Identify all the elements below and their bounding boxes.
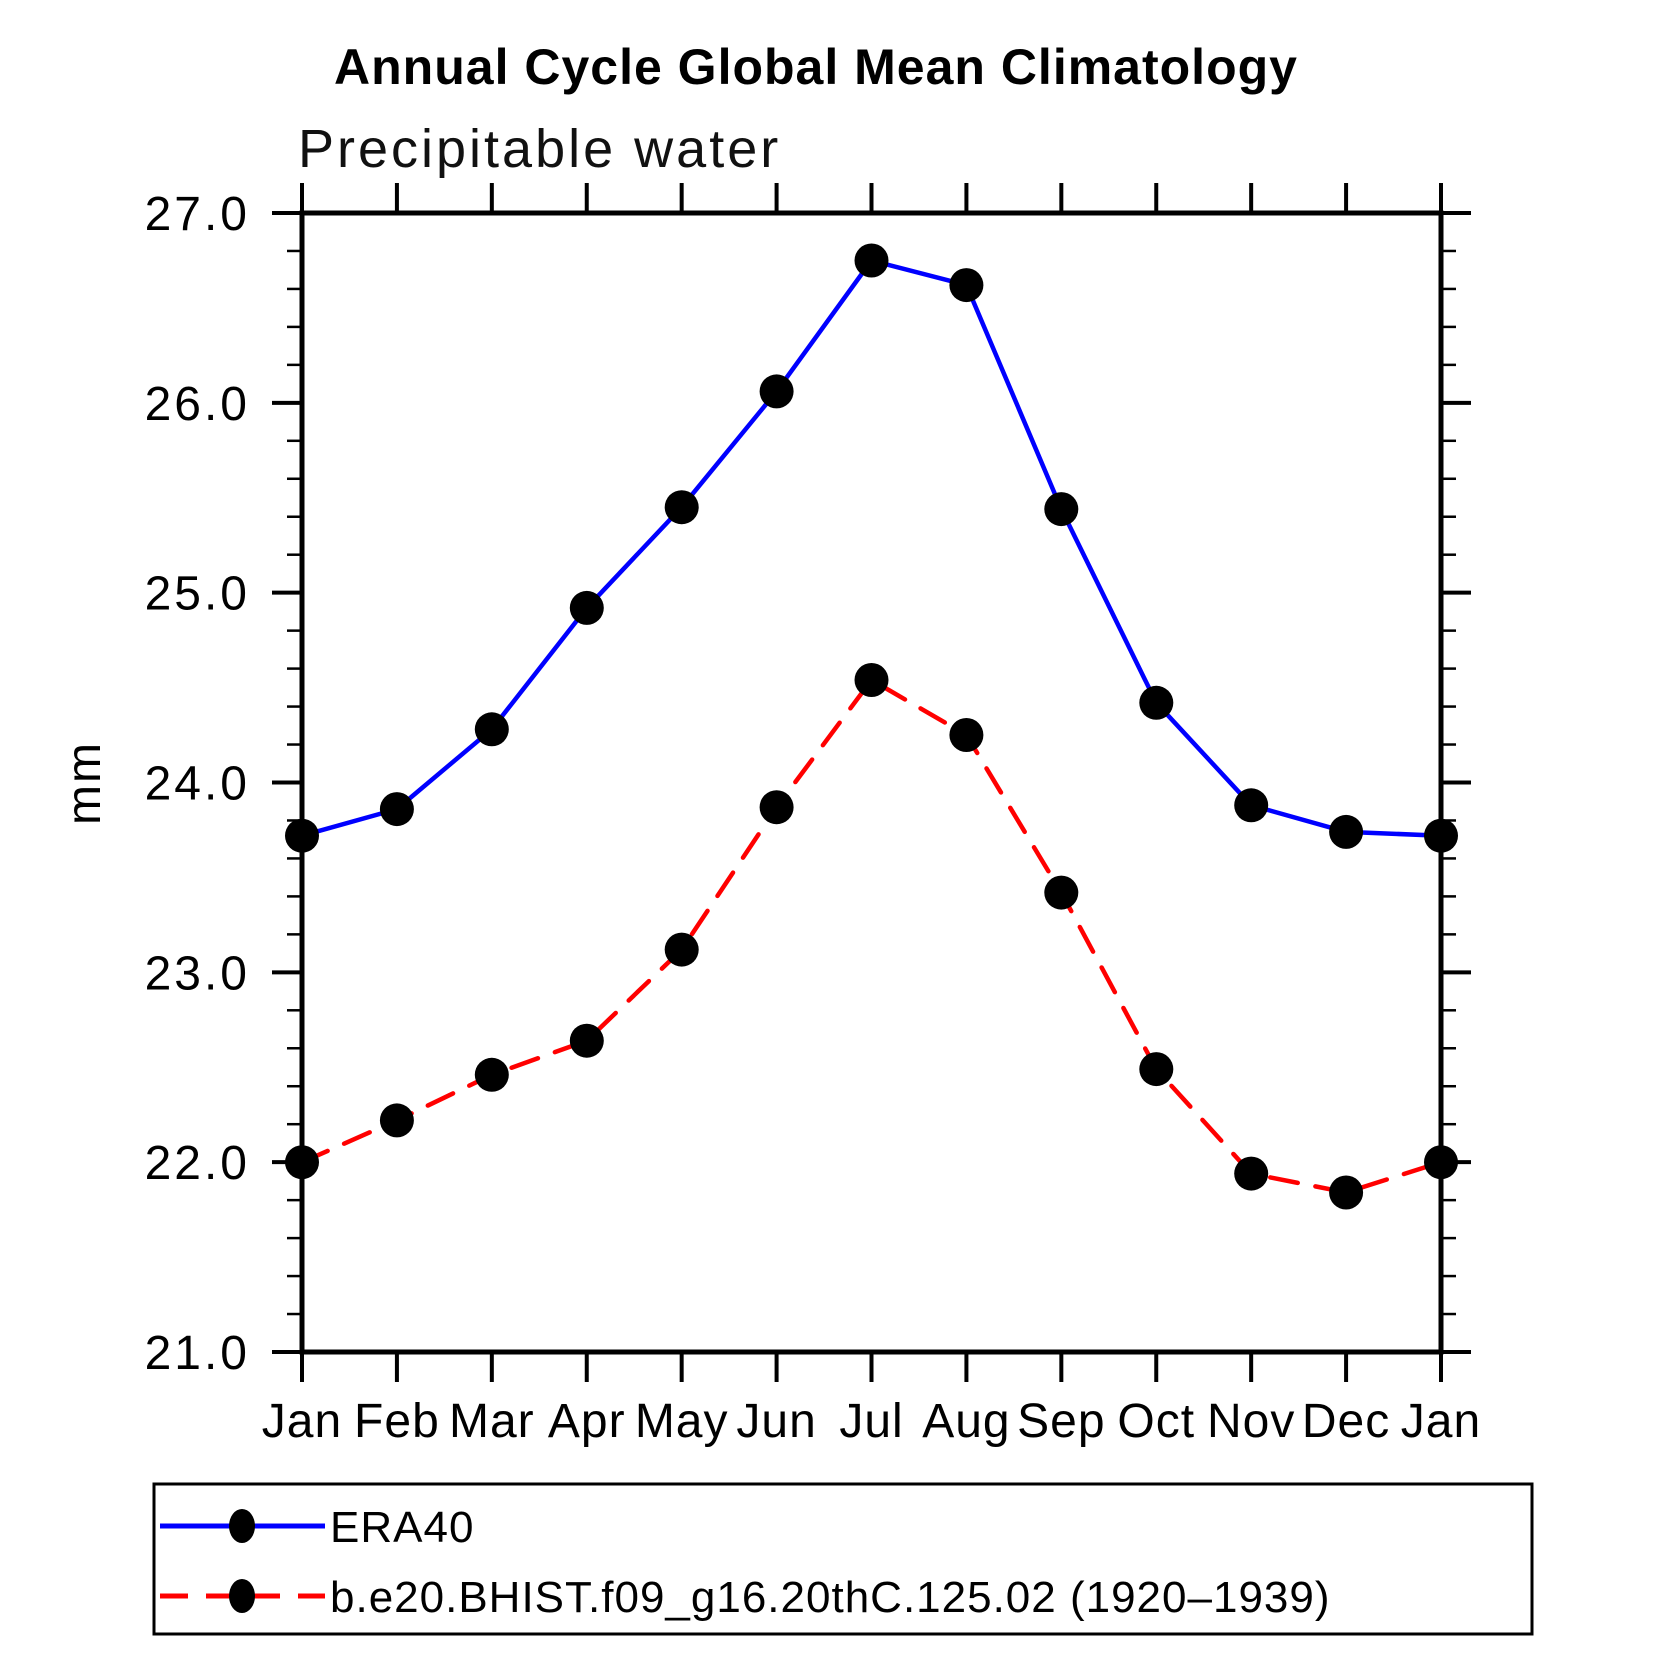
chart-title: Annual Cycle Global Mean Climatology — [334, 39, 1298, 95]
x-tick-label: Jul — [839, 1395, 903, 1448]
x-tick-label: Feb — [354, 1395, 440, 1448]
data-point-model — [759, 790, 794, 825]
legend-entry-era40: ERA40 — [160, 1503, 474, 1552]
data-markers — [285, 243, 1458, 1210]
y-tick-label: 24.0 — [145, 758, 250, 811]
data-point-model — [1139, 1052, 1174, 1087]
legend-marker-icon — [229, 1579, 255, 1613]
x-tick-label: Sep — [1017, 1395, 1105, 1448]
y-tick-label: 21.0 — [145, 1327, 250, 1380]
data-point-era40 — [285, 818, 319, 853]
x-tick-label: Oct — [1117, 1395, 1195, 1448]
x-tick-label: Nov — [1207, 1395, 1295, 1448]
data-point-model — [379, 1103, 414, 1138]
data-point-era40 — [379, 792, 414, 827]
data-point-era40 — [759, 374, 794, 409]
x-tick-label: Jan — [1401, 1395, 1481, 1448]
data-point-model — [1234, 1156, 1269, 1191]
y-tick-label: 22.0 — [145, 1137, 250, 1190]
era40-line — [299, 258, 1444, 838]
legend-entry-model: b.e20.BHIST.f09_g16.20thC.125.02 (1920–1… — [160, 1573, 1331, 1622]
legend-border — [152, 1482, 1534, 1636]
data-point-era40 — [1139, 685, 1174, 720]
y-tick-label: 23.0 — [145, 947, 250, 1000]
legend-label-era40: ERA40 — [330, 1503, 474, 1552]
y-tick-label: 27.0 — [145, 188, 250, 241]
data-point-model — [285, 1145, 319, 1180]
x-tick-label: Dec — [1302, 1395, 1390, 1448]
data-point-era40 — [474, 712, 509, 747]
y-tick-label: 25.0 — [145, 568, 250, 621]
model-line — [299, 677, 1444, 1195]
data-point-model — [1424, 1145, 1458, 1180]
data-point-model — [949, 718, 984, 752]
chart-subtitle: Precipitable water — [298, 119, 781, 179]
data-point-model — [474, 1057, 509, 1092]
data-point-era40 — [1329, 814, 1364, 849]
axis-ticks — [272, 183, 1471, 1382]
x-tick-label: May — [635, 1395, 729, 1448]
data-point-model — [854, 663, 889, 697]
x-tick-label: Apr — [548, 1395, 626, 1448]
x-tick-label: Mar — [449, 1395, 535, 1448]
data-point-model — [1329, 1175, 1364, 1210]
data-point-era40 — [854, 243, 889, 278]
series-lines — [299, 258, 1444, 1195]
y-tick-label: 26.0 — [145, 378, 250, 431]
data-point-model — [569, 1023, 604, 1058]
y-axis-label: mm — [58, 741, 111, 825]
x-tick-label: Aug — [922, 1395, 1010, 1448]
data-point-model — [664, 932, 699, 967]
data-point-model — [1044, 875, 1079, 910]
data-point-era40 — [569, 590, 604, 625]
x-tick-label: Jan — [262, 1395, 342, 1448]
x-tick-label: Jun — [736, 1395, 816, 1448]
data-point-era40 — [1424, 818, 1458, 853]
data-point-era40 — [1044, 492, 1079, 527]
legend-box: ERA40 b.e20.BHIST.f09_g16.20thC.125.02 (… — [152, 1482, 1534, 1636]
data-point-era40 — [1234, 788, 1269, 823]
legend-label-model: b.e20.BHIST.f09_g16.20thC.125.02 (1920–1… — [330, 1573, 1331, 1622]
plot-frame — [299, 210, 1444, 1355]
plot-border — [299, 210, 1444, 1355]
data-point-era40 — [949, 268, 984, 303]
legend-marker-icon — [229, 1509, 255, 1543]
data-point-era40 — [664, 490, 699, 525]
